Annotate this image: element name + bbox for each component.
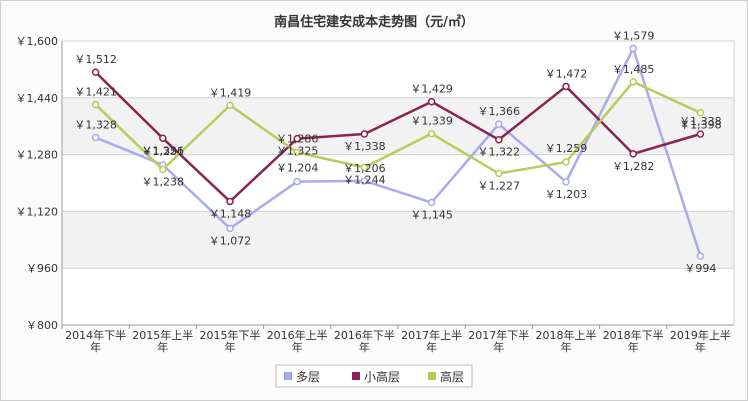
data-point	[293, 134, 301, 143]
legend[interactable]: 多层 小高层 高层	[275, 364, 473, 388]
x-tick-label: 2015年上半年	[132, 328, 193, 354]
data-label: ￥1,338	[343, 140, 386, 153]
data-label: ￥1,244	[343, 173, 386, 186]
data-point	[629, 78, 637, 86]
data-label: ￥1,328	[74, 119, 117, 132]
data-point	[629, 44, 637, 53]
data-label: ￥1,145	[410, 209, 453, 222]
x-tick-label: 2017年上半年	[401, 328, 462, 354]
data-label: ￥1,429	[410, 83, 453, 96]
data-label: ￥1,227	[478, 179, 521, 192]
data-point	[562, 178, 570, 186]
data-label: ￥1,072	[209, 234, 252, 247]
data-point	[293, 177, 301, 186]
data-point	[91, 133, 100, 142]
data-point	[91, 68, 100, 76]
legend-box	[275, 364, 473, 388]
data-point	[427, 97, 436, 106]
plot-band	[62, 97, 734, 155]
data-label: ￥1,339	[410, 115, 453, 128]
data-point	[696, 130, 705, 138]
data-point	[696, 252, 705, 260]
data-label: ￥1,421	[74, 86, 117, 99]
x-tick-label: 2019年上半年	[670, 328, 731, 354]
x-tick-label: 2015年下半年	[200, 328, 261, 354]
y-axis: ￥800 ￥960 ￥1,120 ￥1,280 ￥1,440 ￥1,600	[16, 35, 63, 332]
data-label: ￥1,203	[545, 188, 588, 201]
data-point	[696, 108, 705, 117]
data-labels: ￥1,328 ￥1,251 ￥1,072 ￥1,204 ￥1,206 ￥1,145 ￥1,3…	[74, 29, 721, 275]
data-point	[159, 134, 167, 143]
data-point	[427, 129, 436, 138]
data-label: ￥1,419	[209, 86, 252, 99]
plot-band	[62, 268, 734, 325]
y-tick-label: ￥1,280	[16, 149, 59, 162]
y-tick-label: ￥1,600	[16, 35, 59, 48]
series-line-0	[95, 47, 702, 257]
data-point	[495, 135, 503, 144]
data-point	[495, 120, 503, 128]
x-tick-label: 2016年上半年	[267, 328, 328, 354]
data-label: ￥994	[684, 262, 716, 275]
legend-swatch	[428, 372, 436, 380]
x-tick-label: 2018年下半年	[603, 328, 664, 354]
data-point	[629, 150, 637, 158]
data-point	[427, 198, 436, 207]
data-point	[562, 82, 570, 91]
data-point	[293, 148, 301, 157]
data-label: ￥1,259	[545, 142, 588, 155]
data-label: ￥1,325	[276, 145, 319, 158]
y-tick-label: ￥960	[26, 262, 58, 275]
data-point	[226, 101, 234, 110]
plot-bands	[62, 41, 734, 325]
data-label: ￥1,322	[478, 146, 521, 159]
data-label: ￥1,282	[612, 160, 655, 173]
chart-title: 南昌住宅建安成本走势图（元/㎡）	[274, 14, 474, 30]
data-label: ￥1,238	[142, 176, 185, 189]
x-tick-label: 2018年上半年	[536, 328, 597, 354]
data-point	[159, 165, 167, 174]
x-tick-label: 2014年下半年	[65, 328, 126, 354]
legend-item[interactable]: 小高层	[364, 369, 400, 384]
data-point	[360, 130, 369, 138]
data-label: ￥1,286	[276, 132, 319, 145]
data-label: ￥1,579	[612, 29, 655, 42]
legend-item[interactable]: 高层	[440, 369, 464, 384]
legend-swatch	[284, 372, 292, 380]
data-label: ￥1,398	[679, 119, 722, 132]
series-group	[91, 44, 705, 260]
data-point	[91, 100, 100, 109]
y-tick-label: ￥1,440	[16, 92, 59, 105]
plot-band	[62, 154, 734, 212]
data-point	[360, 163, 369, 172]
data-label: ￥1,206	[343, 162, 386, 175]
plot-band	[62, 211, 734, 269]
data-point	[562, 158, 570, 166]
data-point	[495, 169, 503, 178]
data-point	[360, 177, 369, 185]
data-label: ￥1,204	[276, 162, 319, 175]
data-label: ￥1,326	[142, 144, 185, 157]
legend-swatch	[352, 372, 360, 380]
y-tick-label: ￥1,120	[16, 205, 59, 218]
legend-item[interactable]: 多层	[296, 370, 320, 384]
series-line-2	[94, 80, 701, 175]
data-label: ￥1,472	[545, 67, 588, 80]
x-tick-label: 2016年下半年	[334, 328, 395, 354]
y-tick-label: ￥800	[26, 319, 58, 332]
data-point	[226, 197, 234, 206]
x-tick-label: 2017年下半年	[468, 328, 529, 354]
data-label: ￥1,485	[612, 63, 655, 76]
data-label: ￥1,366	[478, 105, 521, 118]
data-label: ￥1,251	[142, 145, 185, 158]
data-label: ￥1,512	[74, 53, 117, 66]
data-label: ￥1,148	[209, 207, 252, 220]
data-label: ￥1,338	[679, 115, 722, 128]
data-point	[226, 224, 234, 233]
